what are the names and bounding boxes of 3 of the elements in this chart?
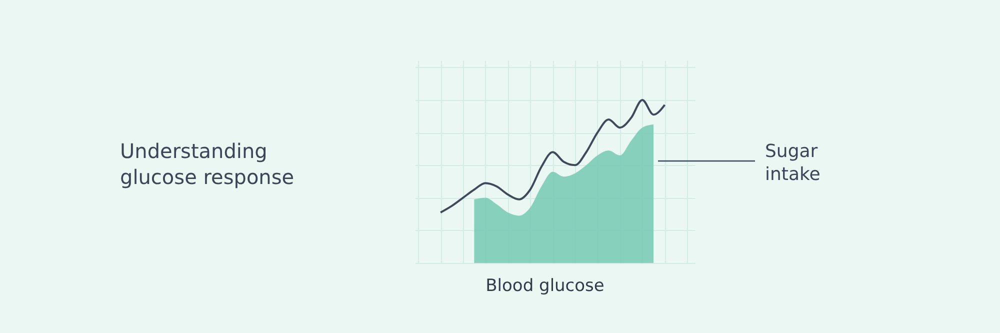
text: Understanding glucose response <box>120 139 294 189</box>
text: Sugar intake <box>765 141 820 185</box>
x-axis-title: Blood glucose <box>486 276 604 296</box>
